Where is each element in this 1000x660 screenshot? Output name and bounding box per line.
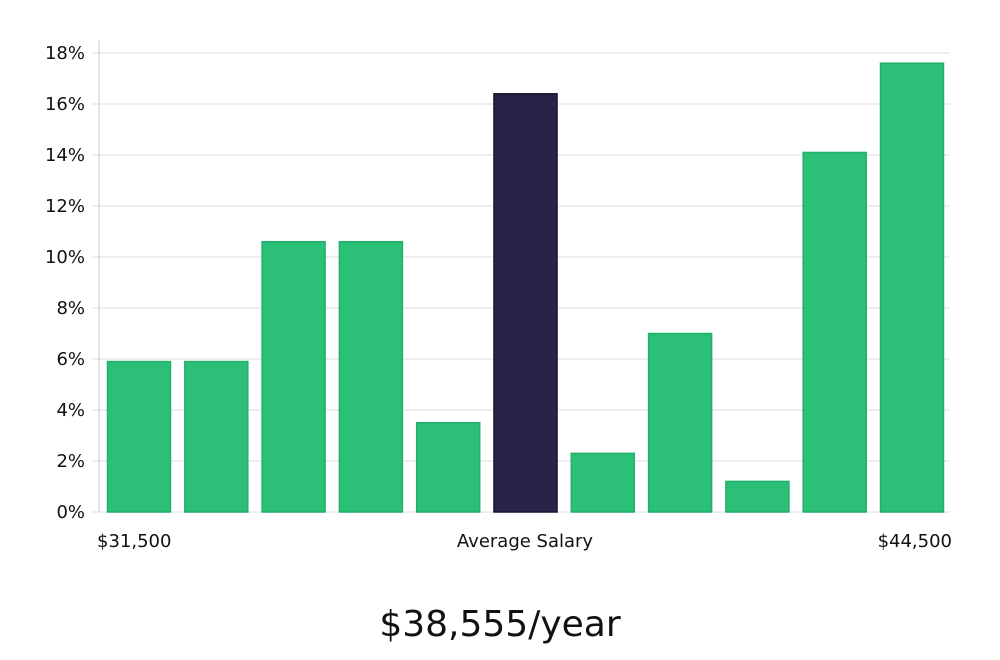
bar: [647, 332, 713, 513]
bar: [338, 240, 404, 513]
bar: [725, 480, 790, 513]
bars: [106, 62, 945, 513]
y-tick-label: 18%: [45, 43, 85, 64]
x-label-left: $31,500: [97, 531, 171, 552]
y-tick-label: 14%: [45, 145, 85, 166]
bar: [879, 62, 945, 513]
bar: [802, 151, 867, 513]
bar: [261, 240, 326, 513]
bar: [415, 422, 481, 513]
y-tick-label: 0%: [56, 502, 85, 523]
y-tick-label: 6%: [56, 349, 85, 370]
y-axis-ticks: 0% 2% 4% 6% 8% 10% 12% 14% 16% 18%: [45, 43, 85, 523]
bar: [570, 452, 636, 513]
bar: [184, 360, 249, 513]
bar: [106, 360, 172, 513]
bar-average-salary: [493, 93, 558, 513]
x-label-center: Average Salary: [457, 531, 594, 552]
y-tick-label: 12%: [45, 196, 85, 217]
y-tick-label: 16%: [45, 94, 85, 115]
salary-distribution-chart: 0% 2% 4% 6% 8% 10% 12% 14% 16% 18% $31,500 Averag…: [45, 40, 952, 552]
y-tick-label: 4%: [56, 400, 85, 421]
average-salary-value: $38,555/year: [379, 604, 621, 645]
x-label-right: $44,500: [878, 531, 952, 552]
y-tick-label: 2%: [56, 451, 85, 472]
y-tick-label: 10%: [45, 247, 85, 268]
y-tick-label: 8%: [56, 298, 85, 319]
